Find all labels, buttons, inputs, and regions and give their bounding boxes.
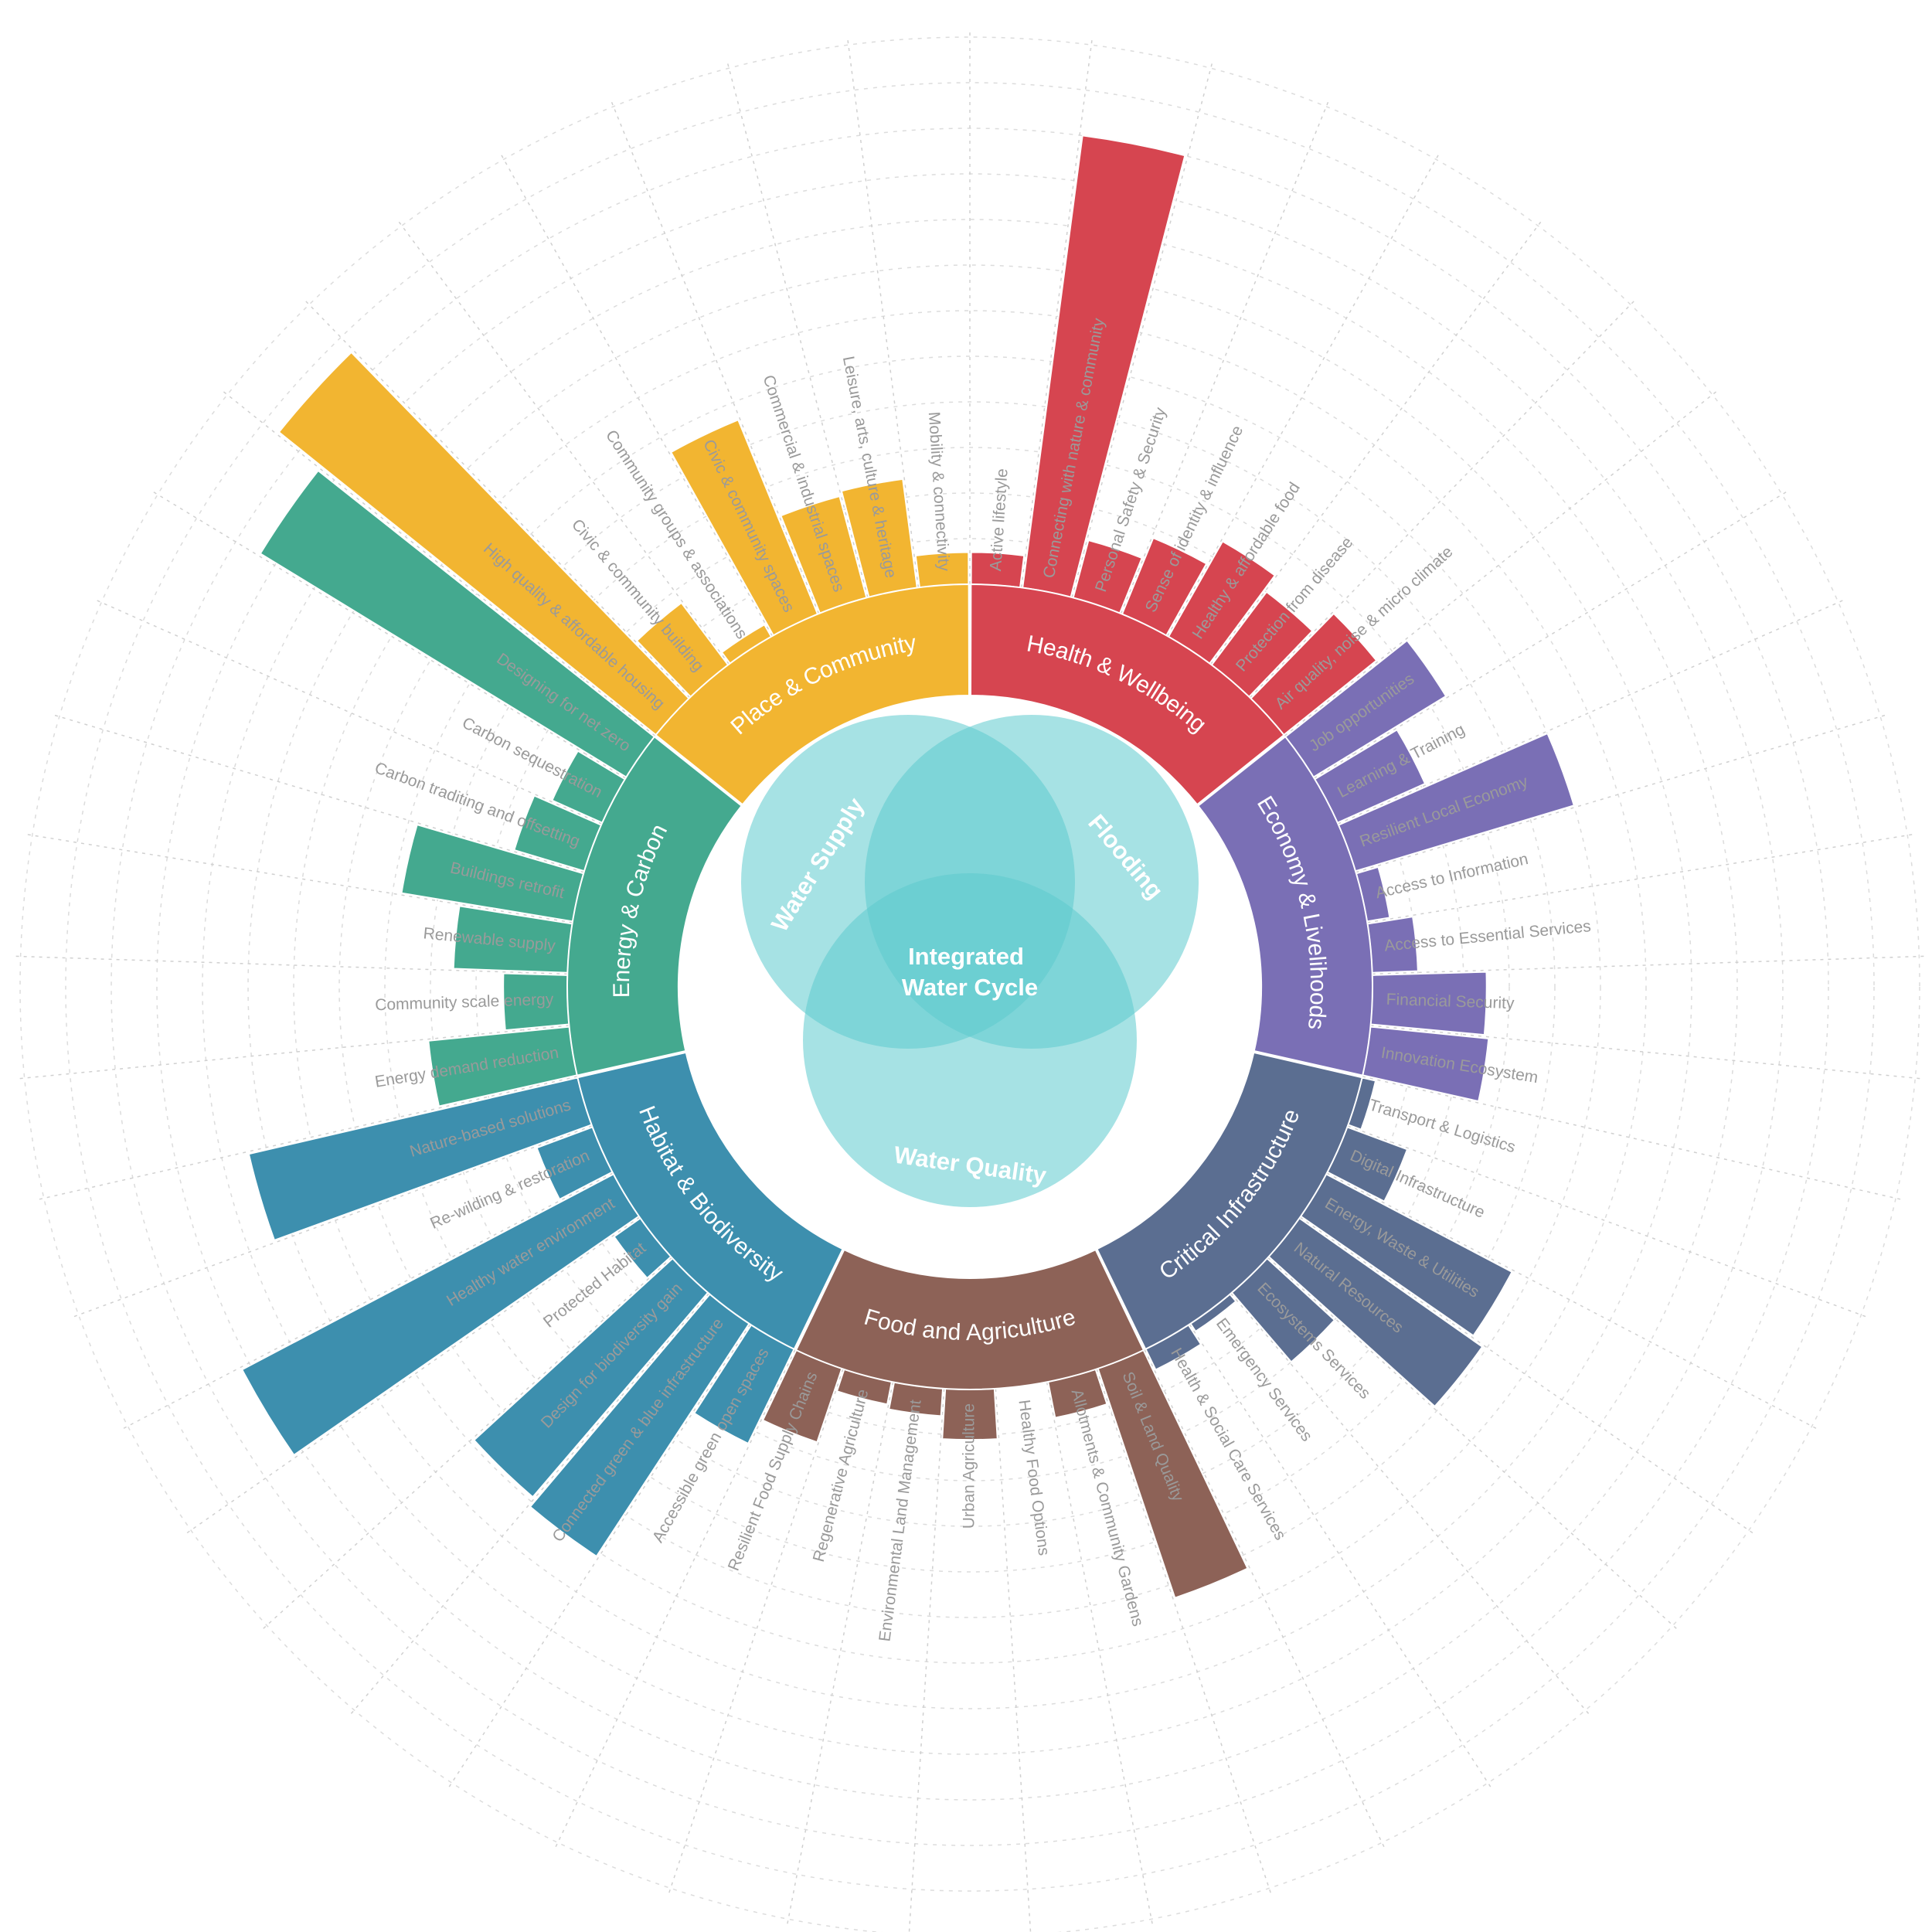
- grid-spoke: [1167, 151, 1441, 637]
- group-segment: [655, 583, 971, 806]
- category-label: Mobility & connectivity: [925, 411, 953, 572]
- grid-ring: [430, 447, 1510, 1527]
- group-segment: [1096, 1051, 1363, 1351]
- center-label: Water Cycle: [902, 974, 1038, 1001]
- grid: [12, 29, 1928, 1932]
- category-label: Access to Essential Services: [1383, 917, 1591, 955]
- group-segment: [566, 735, 743, 1077]
- grid-ring: [384, 401, 1556, 1573]
- grid-spoke: [1372, 955, 1928, 975]
- category-label: Financial Security: [1386, 991, 1515, 1012]
- venn-circle: [803, 873, 1137, 1207]
- category-label: Environmental Land Management: [876, 1399, 924, 1643]
- grid-spoke: [1299, 1216, 1757, 1536]
- bars: [241, 134, 1575, 1599]
- grid-ring: [338, 355, 1601, 1618]
- grid-spoke: [1210, 218, 1544, 665]
- venn: Water Supply Flooding Water Quality Inte…: [741, 715, 1199, 1207]
- group-segment: [577, 1051, 844, 1351]
- grid-spoke: [1362, 1076, 1905, 1201]
- group-segment: [1196, 735, 1373, 1077]
- center-label: Integrated: [908, 943, 1024, 970]
- grid-spoke: [609, 98, 820, 614]
- grid-spoke: [1314, 489, 1790, 779]
- grid-ring: [19, 36, 1920, 1932]
- grid-spoke: [1144, 1349, 1386, 1851]
- grid-ring: [202, 219, 1738, 1755]
- group-segment: [794, 1248, 1145, 1390]
- category-label: Urban Agriculture: [961, 1403, 978, 1529]
- grid-ring: [247, 264, 1692, 1709]
- grid-spoke: [1249, 298, 1638, 699]
- grid-spoke: [1284, 389, 1719, 736]
- grid-spoke: [667, 1369, 844, 1897]
- group-segment: [969, 583, 1285, 806]
- grid-ring: [293, 310, 1647, 1664]
- grid-ring: [65, 82, 1875, 1892]
- bar: [1022, 134, 1185, 598]
